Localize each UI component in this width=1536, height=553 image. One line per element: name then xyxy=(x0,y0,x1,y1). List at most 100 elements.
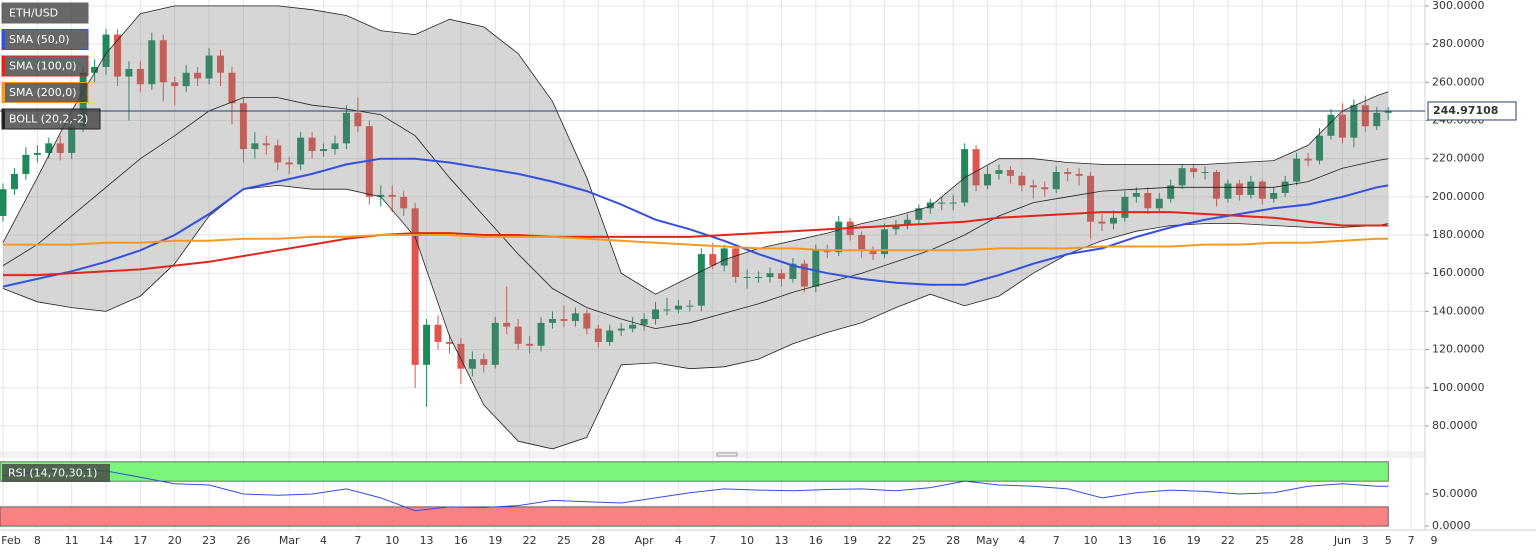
candle-body xyxy=(880,229,888,255)
candle-body xyxy=(1338,114,1346,138)
candle-body xyxy=(606,330,614,342)
y-tick-label: 50.0000 xyxy=(1432,487,1478,500)
bollinger-middle xyxy=(2,97,1389,330)
candle-body xyxy=(194,72,202,79)
y-tick-label: 80.0000 xyxy=(1432,419,1478,432)
x-tick-label: 7 xyxy=(1408,534,1415,547)
x-tick-label: 25 xyxy=(912,534,926,547)
candle-body xyxy=(1224,183,1232,199)
candle-body xyxy=(445,341,453,344)
candle-body xyxy=(159,40,167,83)
candle-body xyxy=(274,145,282,163)
candle-body xyxy=(136,68,144,85)
candle-body xyxy=(1144,193,1152,209)
x-tick-label: 13 xyxy=(420,534,434,547)
candle-body xyxy=(0,189,7,216)
candle-body xyxy=(720,248,728,266)
legend-entry[interactable]: ETH/USD xyxy=(1,2,89,24)
candle-body xyxy=(1258,181,1266,199)
candle-body xyxy=(262,143,270,146)
candle-body xyxy=(45,143,53,153)
candle-body xyxy=(709,254,717,266)
candle-body xyxy=(308,137,316,152)
rsi-band xyxy=(0,506,1389,527)
candle-body xyxy=(1361,105,1369,127)
candle-body xyxy=(1087,175,1095,222)
candle-body xyxy=(68,126,76,153)
x-tick-label: 25 xyxy=(1255,534,1269,547)
candle-body xyxy=(537,322,545,346)
candle-body xyxy=(1327,114,1335,136)
y-tick-label: 280.0000 xyxy=(1432,37,1485,50)
candle-body xyxy=(1293,158,1301,182)
legend-swatch xyxy=(2,3,5,23)
candle-body xyxy=(686,305,694,307)
candle-body xyxy=(755,277,763,279)
sma-line xyxy=(3,211,1389,277)
candle-body xyxy=(629,324,637,329)
x-tick-label: 23 xyxy=(202,534,216,547)
candle-body xyxy=(526,343,534,346)
x-tick-label: 4 xyxy=(675,534,682,547)
y-tick-label: 180.0000 xyxy=(1432,228,1485,241)
grid xyxy=(0,0,1425,530)
candle-body xyxy=(640,319,648,325)
x-tick-label: 28 xyxy=(591,534,605,547)
x-tick-label: Jun xyxy=(1333,534,1351,547)
candle-body xyxy=(400,196,408,209)
candle-body xyxy=(228,72,236,104)
candle-body xyxy=(652,309,660,320)
candle-body xyxy=(377,194,385,197)
x-tick-label: Mar xyxy=(279,534,300,547)
candle-body xyxy=(434,324,442,342)
sma-line xyxy=(3,234,1389,252)
candle-body xyxy=(926,202,934,209)
candle-body xyxy=(10,173,18,190)
candle-body xyxy=(354,112,362,127)
legend-entry[interactable]: SMA (50,0) xyxy=(1,29,89,50)
x-tick-label: 16 xyxy=(454,534,468,547)
legend-entry[interactable]: RSI (14,70,30,1) xyxy=(2,464,110,482)
x-tick-label: 22 xyxy=(523,534,537,547)
x-tick-label: Feb xyxy=(1,534,20,547)
legend-entry[interactable]: SMA (100,0) xyxy=(1,55,89,77)
candle-body xyxy=(125,68,133,77)
candle-body xyxy=(1190,168,1198,173)
x-tick-label: 28 xyxy=(1290,534,1304,547)
candle-body xyxy=(835,221,843,253)
candle-body xyxy=(949,202,957,204)
legend-swatch xyxy=(2,29,5,50)
candle-body xyxy=(560,319,568,321)
candle-body xyxy=(148,40,156,85)
candle-body xyxy=(743,277,751,279)
legend-entry[interactable]: BOLL (20,2,-2) xyxy=(1,108,101,130)
candle-body xyxy=(285,162,293,165)
candle-body xyxy=(56,143,64,153)
x-tick-label: 3 xyxy=(1362,534,1369,547)
candle-body xyxy=(938,202,946,204)
candle-body xyxy=(205,55,213,79)
x-tick-label: May xyxy=(976,534,999,547)
candle-body xyxy=(812,250,820,287)
x-tick-label: 16 xyxy=(809,534,823,547)
legend-entry[interactable]: SMA (200,0) xyxy=(1,82,89,103)
candle-body xyxy=(869,250,877,255)
pane-resize-handle[interactable] xyxy=(716,452,738,457)
candle-body xyxy=(961,149,969,203)
candle-body xyxy=(251,143,259,150)
candle-body xyxy=(594,328,602,342)
legend-label: RSI (14,70,30,1) xyxy=(8,467,97,480)
candle-body xyxy=(1201,172,1209,174)
bollinger-fill xyxy=(3,5,1389,449)
candle-body xyxy=(984,173,992,186)
candle-body xyxy=(1075,173,1083,176)
legend-label: SMA (50,0) xyxy=(9,33,70,46)
x-tick-label: 7 xyxy=(1053,534,1060,547)
candle-body xyxy=(491,322,499,365)
legend-label: BOLL (20,2,-2) xyxy=(9,113,88,126)
y-tick-label: 260.0000 xyxy=(1432,75,1485,88)
candle-body xyxy=(239,103,247,150)
legend-swatch xyxy=(2,56,5,76)
last-price-label: 244.97108 xyxy=(1433,104,1498,117)
y-tick-label: 140.0000 xyxy=(1432,304,1485,317)
